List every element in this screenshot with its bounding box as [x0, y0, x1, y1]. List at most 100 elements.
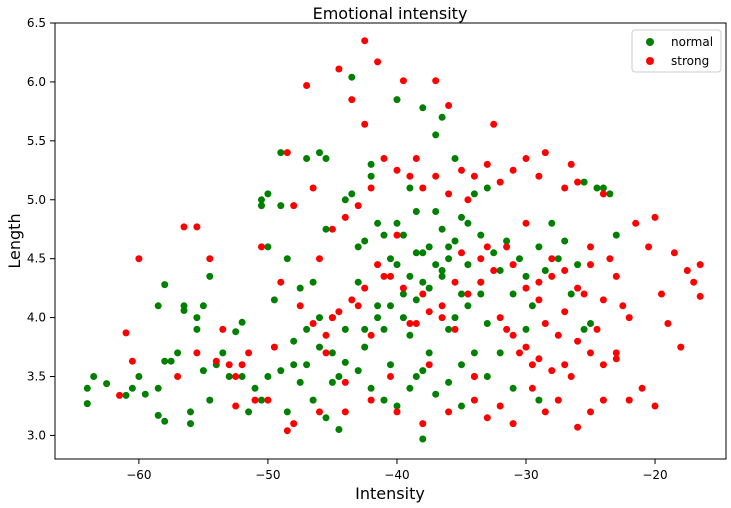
data-point-normal: [264, 190, 272, 198]
data-point-normal: [535, 243, 543, 251]
data-point-strong: [612, 349, 620, 357]
y-tick-label: 4.0: [27, 311, 46, 325]
data-point-strong: [458, 249, 465, 257]
data-point-strong: [483, 414, 491, 422]
data-point-strong: [361, 37, 369, 45]
data-point-strong: [367, 396, 375, 404]
data-point-strong: [212, 357, 220, 365]
data-point-strong: [548, 367, 556, 375]
data-point-strong: [283, 149, 291, 157]
data-point-strong: [599, 190, 607, 198]
data-point-normal: [283, 255, 291, 263]
data-point-strong: [219, 325, 227, 333]
data-point-strong: [554, 396, 562, 404]
data-point-normal: [296, 284, 304, 292]
data-point-normal: [296, 378, 304, 386]
data-point-strong: [335, 65, 343, 73]
data-point-normal: [316, 149, 323, 157]
data-point-normal: [335, 373, 343, 380]
data-point-normal: [509, 384, 517, 392]
data-point-strong: [509, 261, 517, 269]
data-point-strong: [451, 325, 459, 333]
data-point-normal: [477, 290, 485, 298]
data-point-normal: [419, 367, 427, 375]
data-point-strong: [599, 396, 607, 404]
data-point-normal: [361, 237, 369, 245]
data-point-strong: [258, 243, 265, 251]
data-point-strong: [451, 278, 459, 286]
data-point-strong: [432, 77, 440, 85]
data-point-strong: [619, 302, 627, 310]
data-point-strong: [116, 391, 123, 399]
data-point-normal: [419, 278, 427, 286]
plot-frame: [54, 22, 727, 460]
data-point-normal: [393, 402, 401, 410]
legend-marker-strong: [646, 57, 654, 65]
data-point-normal: [438, 113, 446, 121]
data-point-strong: [535, 296, 543, 304]
x-tick-label: −20: [642, 468, 667, 482]
y-tick-label: 6.0: [27, 75, 46, 89]
data-point-strong: [367, 184, 375, 192]
data-point-strong: [496, 314, 504, 322]
data-point-strong: [406, 172, 414, 180]
data-point-normal: [458, 290, 465, 298]
data-point-normal: [322, 225, 330, 233]
data-point-strong: [490, 267, 498, 274]
data-point-strong: [374, 58, 382, 66]
data-point-normal: [154, 384, 162, 392]
data-point-normal: [258, 196, 265, 204]
data-point-strong: [445, 190, 453, 198]
data-point-normal: [219, 349, 227, 357]
data-point-normal: [490, 249, 498, 257]
data-point-normal: [412, 208, 420, 215]
data-point-strong: [283, 427, 291, 435]
data-point-normal: [348, 190, 356, 198]
data-point-strong: [412, 320, 420, 327]
data-point-strong: [290, 420, 298, 428]
data-point-strong: [445, 102, 453, 109]
data-point-normal: [554, 255, 562, 263]
data-point-strong: [367, 331, 375, 339]
data-point-strong: [509, 331, 517, 339]
data-point-normal: [580, 325, 588, 333]
legend-box: [631, 29, 722, 73]
data-point-normal: [309, 278, 317, 286]
data-point-normal: [270, 296, 278, 304]
data-point-strong: [316, 408, 323, 416]
data-point-normal: [199, 367, 207, 375]
data-point-normal: [199, 302, 207, 310]
data-point-normal: [516, 255, 523, 263]
data-point-strong: [587, 261, 594, 269]
data-point-strong: [683, 267, 691, 274]
data-point-normal: [438, 272, 446, 280]
data-point-normal: [380, 396, 388, 404]
data-point-strong: [690, 278, 698, 286]
data-point-strong: [374, 261, 382, 269]
data-point-strong: [670, 249, 678, 257]
data-point-normal: [180, 307, 188, 314]
data-point-normal: [316, 314, 323, 322]
data-point-normal: [522, 325, 530, 333]
data-point-normal: [187, 420, 194, 428]
data-point-strong: [677, 343, 685, 351]
data-point-strong: [587, 243, 594, 251]
data-point-normal: [561, 237, 569, 245]
data-point-strong: [238, 361, 246, 369]
data-point-strong: [541, 320, 549, 327]
data-point-strong: [232, 373, 240, 380]
data-point-strong: [399, 77, 407, 85]
data-point-strong: [387, 272, 394, 280]
data-point-normal: [451, 155, 459, 162]
data-point-strong: [393, 231, 401, 239]
data-point-normal: [380, 325, 388, 333]
data-point-normal: [277, 149, 285, 157]
data-point-normal: [283, 408, 291, 416]
data-point-strong: [696, 261, 704, 269]
data-point-normal: [341, 358, 349, 366]
data-point-strong: [322, 349, 330, 357]
data-point-strong: [135, 255, 143, 263]
data-point-normal: [399, 290, 407, 298]
data-point-normal: [258, 396, 265, 404]
data-point-normal: [406, 331, 414, 339]
